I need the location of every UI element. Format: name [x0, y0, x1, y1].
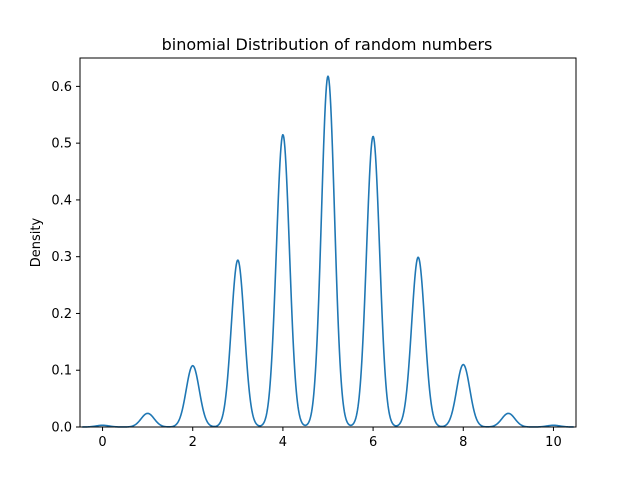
y-tick-label: 0.5 — [51, 137, 72, 152]
x-tick-label: 10 — [545, 435, 562, 450]
y-tick-label: 0.2 — [51, 307, 72, 322]
x-tick-label: 0 — [98, 435, 106, 450]
y-tick-label: 0.1 — [51, 364, 72, 379]
y-tick-label: 0.0 — [51, 421, 72, 436]
y-tick-label: 0.4 — [51, 193, 72, 208]
plot-area: 0 2 4 6 8 10 0.0 0.1 0.2 0.3 0.4 0.5 0.6 — [51, 57, 577, 450]
chart-title: binomial Distribution of random numbers — [162, 35, 493, 54]
y-axis-label: Density — [29, 217, 44, 267]
x-tick-label: 2 — [189, 435, 197, 450]
x-tick-label: 4 — [279, 435, 287, 450]
x-tick-label: 6 — [369, 435, 377, 450]
y-tick-label: 0.6 — [51, 80, 72, 95]
y-tick-label: 0.3 — [51, 250, 72, 265]
axes-frame — [79, 57, 577, 428]
density-line — [82, 75, 575, 428]
x-tick-label: 8 — [459, 435, 467, 450]
